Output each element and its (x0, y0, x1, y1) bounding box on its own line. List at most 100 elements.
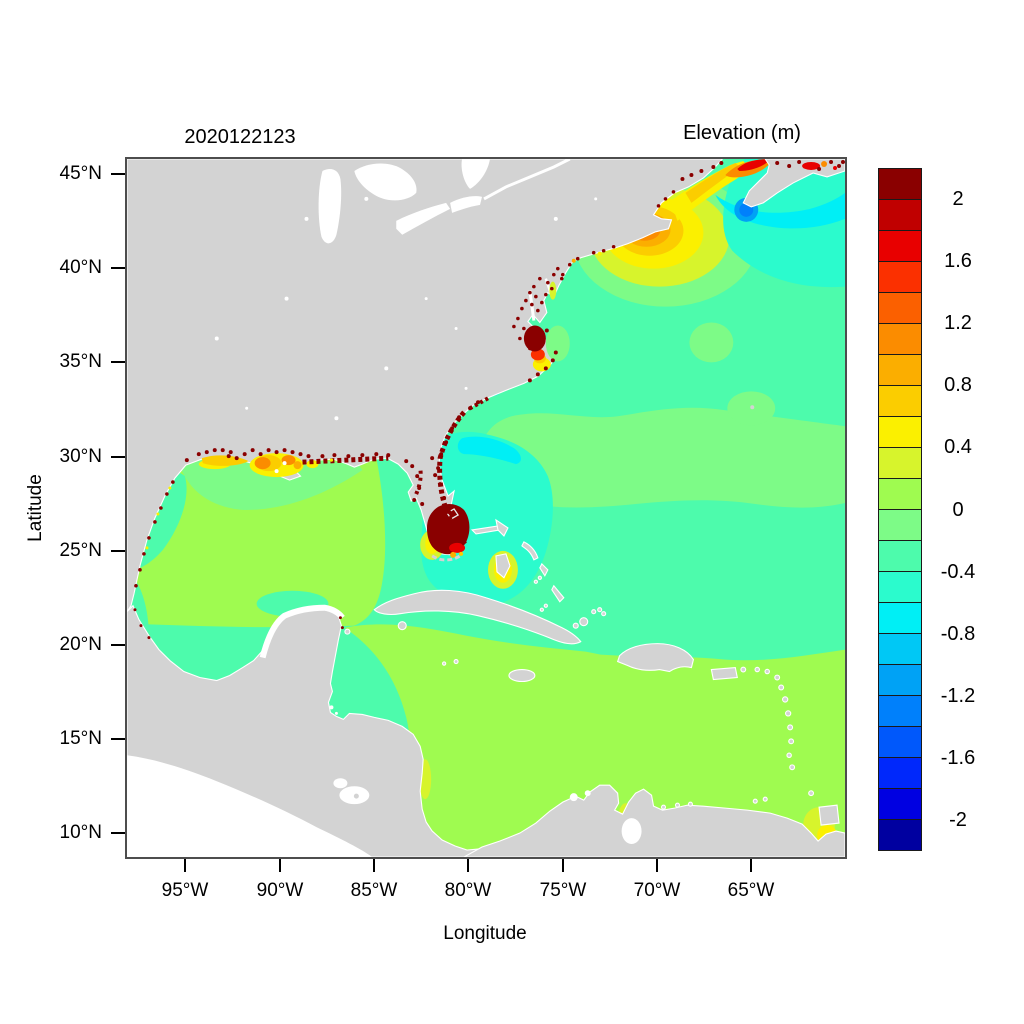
norfolk-redorange (530, 348, 545, 361)
colorbar-tick-label: 1.2 (944, 312, 972, 335)
colorbar-cell (879, 789, 921, 820)
x-tick-label: 90°W (256, 880, 304, 901)
x-tick-label: 70°W (633, 880, 681, 901)
bahamas-islands (470, 518, 607, 629)
bay-of-fundy-peak (737, 159, 772, 171)
colorbar-tick-label: 0.8 (944, 374, 972, 397)
yucatan-coast-gap (259, 604, 345, 659)
map-plot (127, 159, 845, 857)
x-tick-label: 75°W (539, 880, 587, 901)
puerto-rico-island (710, 666, 738, 681)
colorbar (878, 168, 922, 851)
x-tick-label: 85°W (350, 880, 398, 901)
gulf-of-mexico-water (127, 451, 386, 628)
maine-coast-band-inner (685, 162, 741, 203)
flood-features (133, 159, 845, 640)
colorbar-cell (879, 293, 921, 324)
colorbar-tick-label: 0.4 (944, 436, 972, 459)
no-data-white (127, 159, 642, 857)
colorbar-cell (879, 510, 921, 541)
colorbar-tick-label: -1.2 (940, 684, 976, 707)
y-tick-mark (111, 456, 125, 458)
y-tick-mark (111, 173, 125, 175)
y-tick-mark (111, 267, 125, 269)
colorbar-cell (879, 603, 921, 634)
lake-michigan (318, 169, 342, 244)
y-tick-label: 25°N (59, 540, 102, 561)
small-inland-lakes (214, 196, 598, 715)
map-plot-frame (125, 157, 847, 859)
florida-keys (431, 554, 461, 562)
lake-erie (396, 202, 451, 235)
lesser-antilles-islands (660, 666, 840, 826)
colorbar-cell (879, 262, 921, 293)
lake-huron (354, 163, 417, 201)
colorbar-cell (879, 541, 921, 572)
y-tick-label: 40°N (59, 257, 102, 278)
colorbar-cell (879, 727, 921, 758)
south-florida-flood-max (426, 504, 470, 555)
colorbar-cell (879, 200, 921, 231)
pacific-no-data (127, 755, 373, 857)
colorbar-cell (879, 665, 921, 696)
x-tick-mark (562, 859, 564, 872)
colorbar-cell (879, 758, 921, 789)
central-atlantic-band (478, 407, 845, 508)
colorbar-cell (879, 448, 921, 479)
bermuda-island (750, 405, 755, 410)
ometepe-island (353, 793, 359, 799)
colorbar-cell (879, 386, 921, 417)
x-tick-label: 65°W (727, 880, 775, 901)
colorbar-cell (879, 634, 921, 665)
colorbar-tick-label: -2 (949, 808, 967, 831)
y-tick-mark (111, 550, 125, 552)
cozumel-island (344, 628, 351, 635)
colorbar-cell (879, 417, 921, 448)
atlantic-patch (689, 322, 734, 363)
y-tick-label: 10°N (59, 822, 102, 843)
y-tick-label: 45°N (59, 163, 102, 184)
lake-ontario (450, 196, 483, 213)
colorbar-tick-label: -1.6 (940, 746, 976, 769)
south-florida-red (449, 542, 466, 553)
cayman-islands (453, 659, 459, 665)
nyc-orange-dot (571, 258, 576, 263)
y-tick-label: 35°N (59, 351, 102, 372)
x-tick-mark (656, 859, 658, 872)
trinidad-island (818, 804, 840, 826)
north-gulf-shelf (178, 457, 363, 510)
hispaniola-island (616, 643, 695, 673)
colorbar-tick-label: 0 (952, 498, 964, 521)
nova-scotia-land (742, 159, 845, 208)
x-tick-label: 95°W (161, 880, 209, 901)
x-tick-mark (467, 859, 469, 872)
bahamas-shelf-water (421, 431, 553, 606)
colorbar-cell (879, 572, 921, 603)
y-tick-label: 20°N (59, 634, 102, 655)
ns-north-shore-surge (775, 159, 845, 171)
jamaica-island (508, 668, 536, 683)
colorbar-cell (879, 324, 921, 355)
x-axis-title: Longitude (443, 923, 527, 944)
st-lawrence-river (483, 159, 571, 201)
colorbar-cell (879, 820, 921, 850)
lake-managua (333, 778, 348, 789)
y-tick-label: 30°N (59, 446, 102, 467)
pamlico-green-patch (545, 325, 570, 362)
isle-of-youth (397, 621, 407, 631)
plot-title-date: 2020122123 (184, 126, 296, 148)
x-tick-mark (279, 859, 281, 872)
south-america-land (462, 784, 845, 857)
x-tick-mark (750, 859, 752, 872)
x-tick-mark (373, 859, 375, 872)
y-tick-mark (111, 832, 125, 834)
chesapeake-flood-blob (523, 325, 546, 352)
y-tick-mark (111, 738, 125, 740)
coastal-yellow-speckles (145, 251, 602, 550)
colorbar-cell (879, 169, 921, 200)
x-tick-mark (184, 859, 186, 872)
colorbar-tick-label: 2 (952, 188, 964, 211)
caribbean-water (344, 624, 845, 857)
coastal-flood-speckles (133, 160, 724, 640)
